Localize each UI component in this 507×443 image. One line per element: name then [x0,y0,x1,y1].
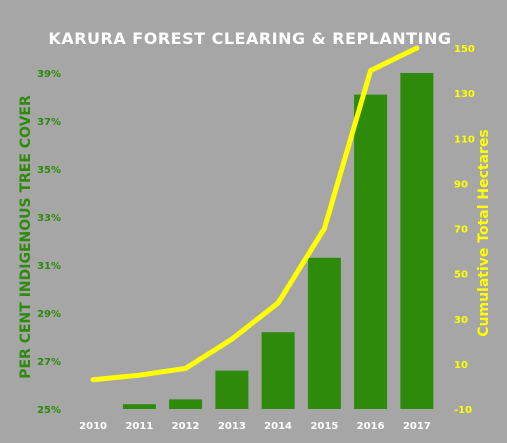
right-tick-label: 90 [454,179,468,190]
right-tick-label: -10 [454,405,472,416]
bar-2017 [400,73,433,409]
bar-2013 [215,371,248,409]
left-axis-label: PER CENT INDIGENOUS TREE COVER [18,95,34,379]
category-label: 2012 [172,421,200,432]
left-tick-label: 39% [37,69,61,80]
right-axis-label: Cumulative Total Hectares [476,129,492,337]
bar-2012 [169,399,202,409]
bar-2011 [123,404,156,409]
category-label: 2015 [310,421,338,432]
left-tick-label: 35% [37,165,61,176]
left-tick-label: 29% [37,309,61,320]
right-tick-label: 130 [454,89,475,100]
category-label: 2013 [218,421,246,432]
right-tick-label: 30 [454,315,468,326]
category-label: 2010 [79,421,107,432]
left-tick-label: 37% [37,117,61,128]
category-label: 2016 [357,421,385,432]
right-tick-label: 110 [454,134,475,145]
left-tick-label: 27% [37,357,61,368]
category-label: 2011 [125,421,153,432]
right-tick-label: 50 [454,270,468,281]
left-tick-label: 25% [37,405,61,416]
bar-2014 [262,332,295,409]
bar-2015 [308,258,341,409]
left-tick-label: 33% [37,213,61,224]
right-tick-label: 70 [454,225,468,236]
category-label: 2014 [264,421,292,432]
category-label: 2017 [403,421,431,432]
chart-title: KARURA FOREST CLEARING & REPLANTING [48,29,451,48]
bar-2016 [354,95,387,409]
right-tick-label: 150 [454,44,475,55]
right-tick-label: 10 [454,360,468,371]
left-tick-label: 31% [37,261,61,272]
